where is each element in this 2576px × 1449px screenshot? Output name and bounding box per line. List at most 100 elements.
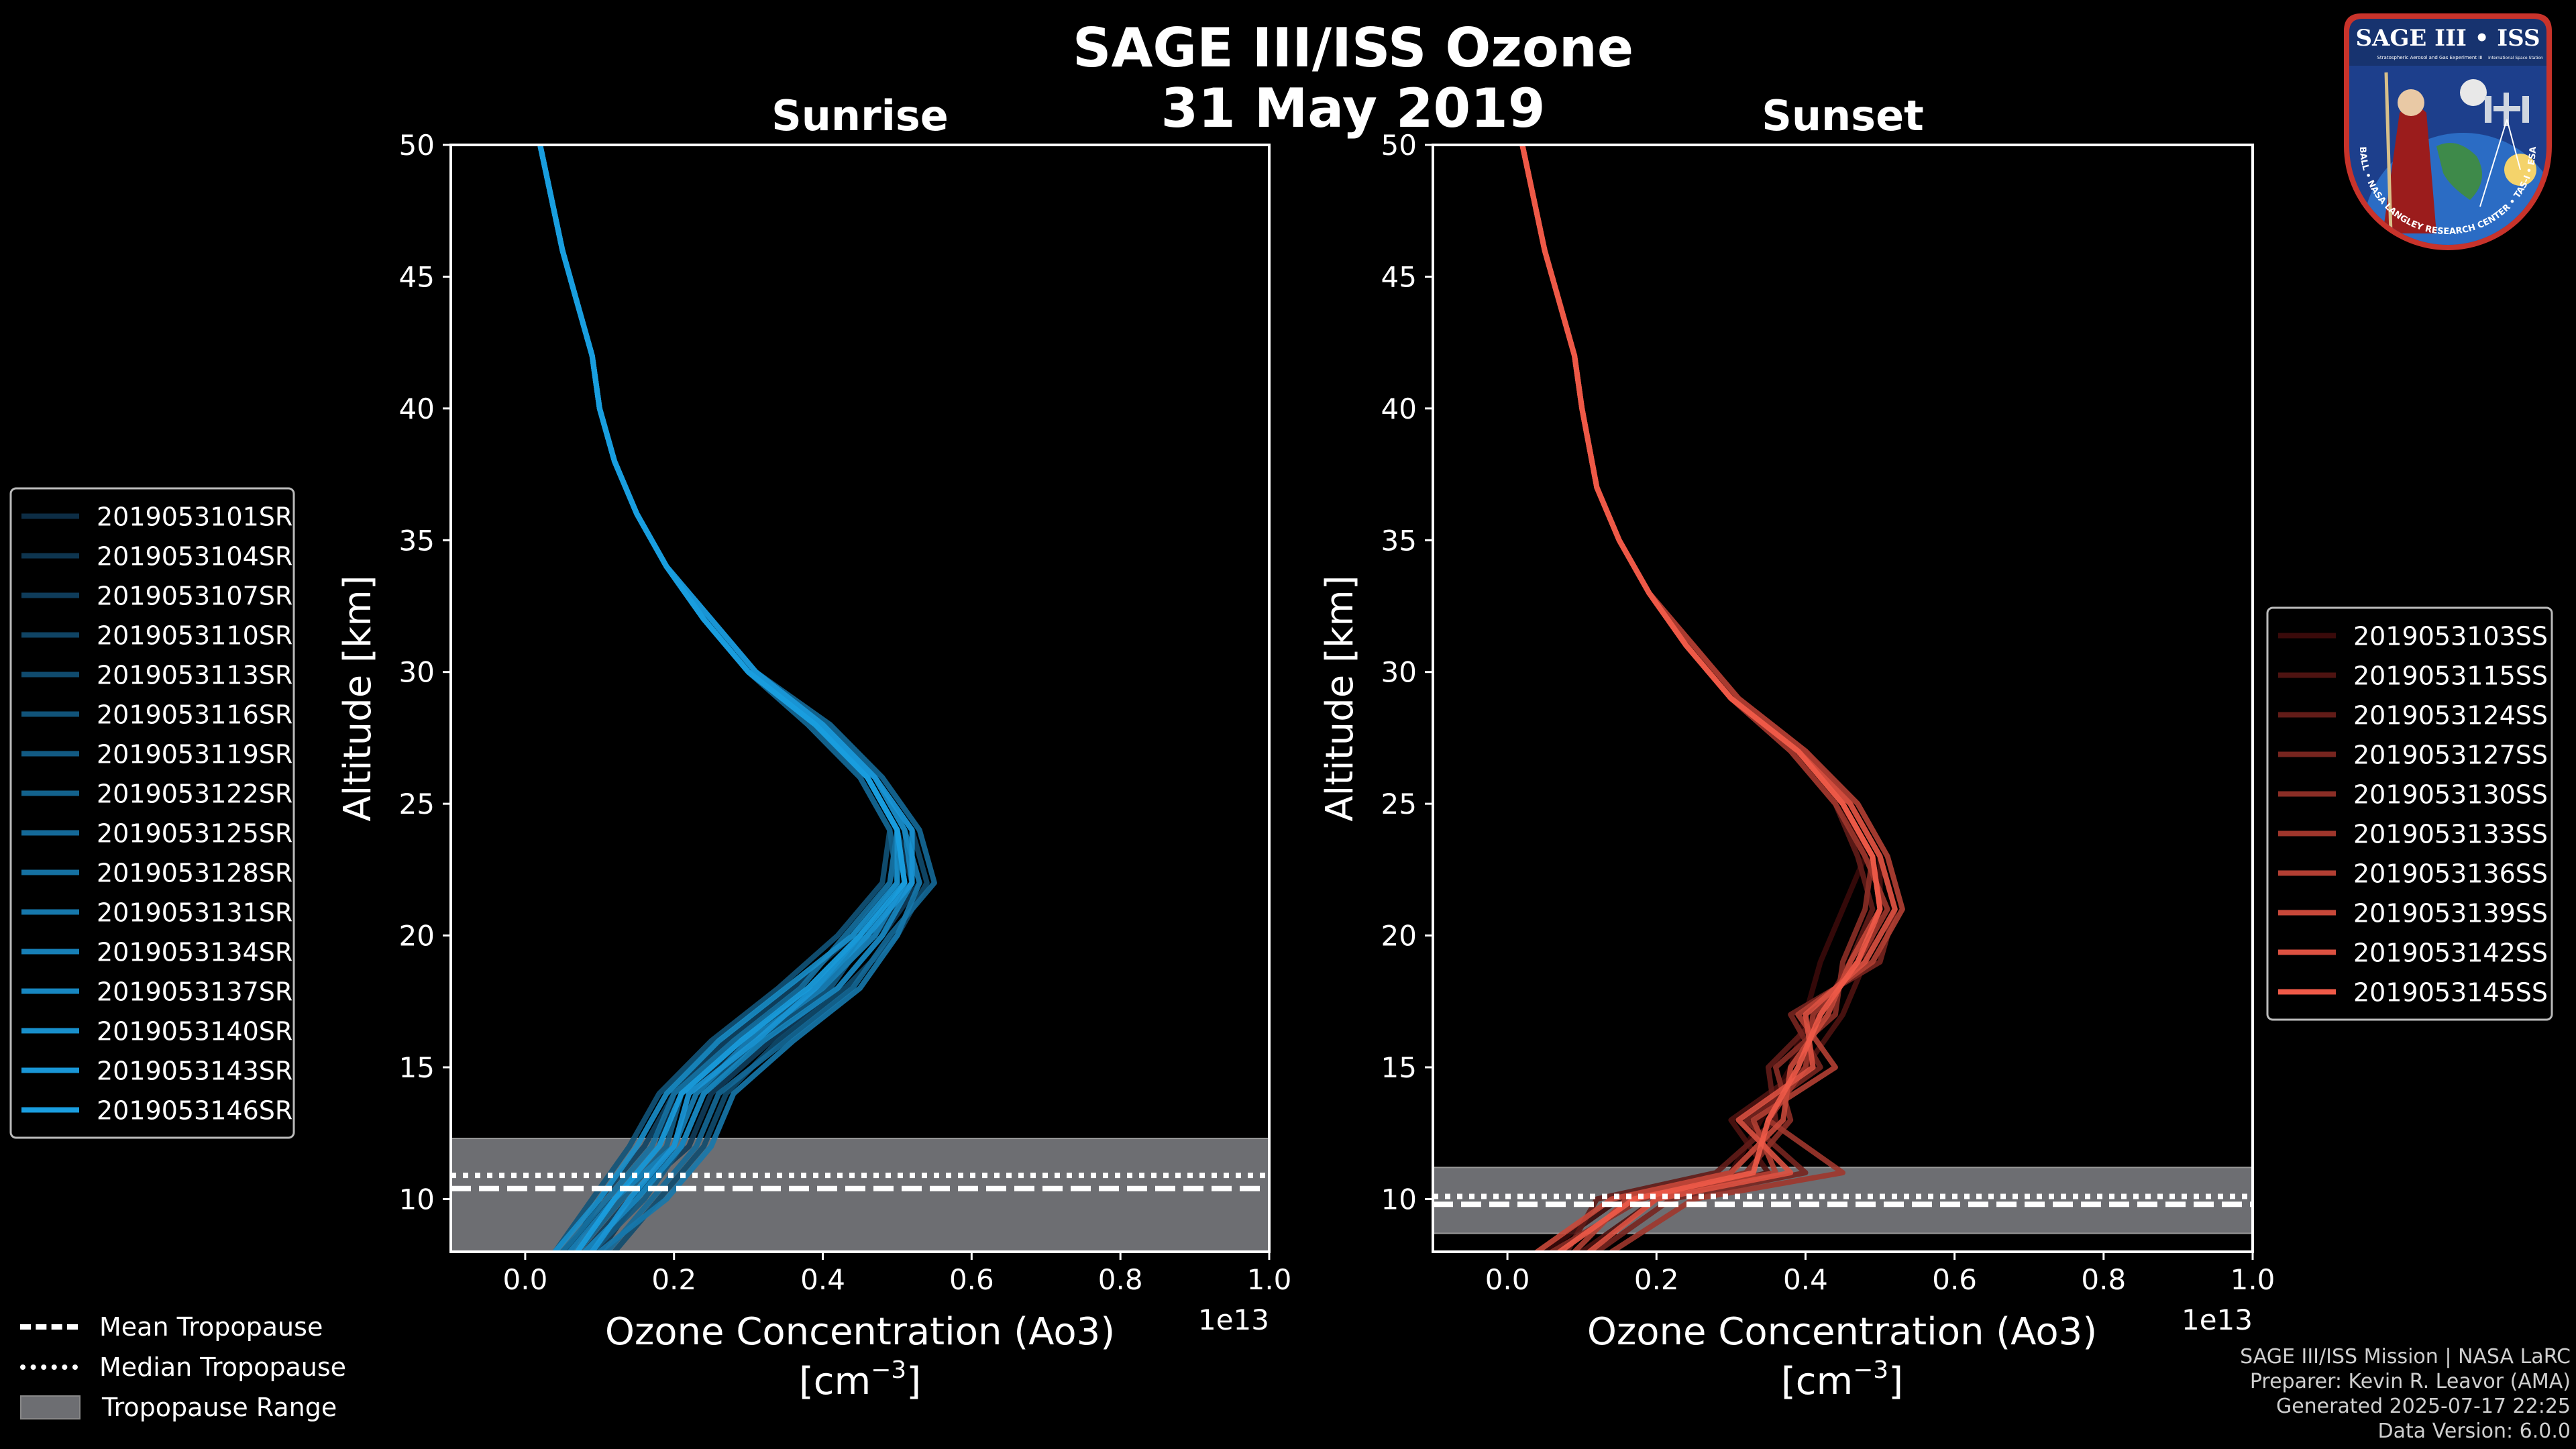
x-tick-label: 0.6 <box>1932 1263 1977 1296</box>
y-tick-label: 45 <box>399 260 435 293</box>
y-tick-label: 20 <box>1381 920 1417 953</box>
x-scale-offset-label: 1e13 <box>2182 1303 2253 1336</box>
legend-tropopause-range: Tropopause Range <box>20 1387 346 1428</box>
legend-mean-tropopause: Mean Tropopause <box>20 1307 346 1347</box>
y-axis-label: Altitude [km] <box>1318 575 1362 821</box>
credit-mission: SAGE III/ISS Mission | NASA LaRC <box>2240 1345 2571 1368</box>
y-tick-label: 10 <box>399 1183 435 1216</box>
legend-entry-label: 2019053128SR <box>97 859 292 888</box>
plot-content <box>1433 145 2253 1252</box>
x-tick-label: 0.4 <box>800 1263 845 1296</box>
y-tick-label: 25 <box>399 788 435 820</box>
line-of-sight <box>2479 119 2508 207</box>
credit-preparer: Preparer: Kevin R. Leavor (AMA) <box>2249 1370 2571 1393</box>
figure-head <box>2398 89 2424 116</box>
y-tick-label: 50 <box>1381 129 1417 162</box>
legend-entry-label: 2019053125SR <box>97 819 292 849</box>
tropopause-range-band <box>1433 1167 2253 1234</box>
dotted-line-swatch <box>20 1364 78 1370</box>
y-tick-label: 35 <box>399 524 435 557</box>
plot-background <box>1433 145 2253 1252</box>
units-exponent: −3 <box>1853 1356 1888 1384</box>
space-station-icon <box>2485 93 2529 126</box>
sun-ray <box>2506 119 2521 170</box>
x-tick-label: 0.8 <box>2081 1263 2126 1296</box>
legend-entry-label: 2019053113SR <box>97 661 292 690</box>
series-legend-box <box>2266 606 2553 1021</box>
y-tick-label: 15 <box>399 1051 435 1084</box>
legend-entry-label: 2019053127SS <box>2353 741 2548 770</box>
legend-entry-label: 2019053110SR <box>97 621 292 651</box>
range-patch-swatch <box>20 1395 80 1419</box>
y-tick-label: 15 <box>1381 1051 1417 1084</box>
logo-subtitle: Stratospheric Aerosol and Gas Experiment… <box>2377 55 2482 60</box>
y-axis-label: Altitude [km] <box>336 575 380 821</box>
legend-entry-label: 2019053115SS <box>2353 661 2548 691</box>
x-axis-label: Ozone Concentration (Ao3) <box>605 1310 1115 1354</box>
legend-entry-label: 2019053116SR <box>97 700 292 730</box>
logo-title: SAGE III • ISS <box>2355 25 2540 52</box>
legend-entry-label: 2019053104SR <box>97 542 292 572</box>
x-scale-offset-label: 1e13 <box>1198 1303 1269 1336</box>
x-tick-label: 1.0 <box>1247 1263 1292 1296</box>
legend-entry-label: 2019053139SS <box>2353 899 2548 928</box>
credit-generated: Generated 2025-07-17 22:25 <box>2275 1395 2571 1418</box>
y-tick-label: 35 <box>1381 524 1417 557</box>
x-tick-label: 0.6 <box>949 1263 994 1296</box>
units-close: ] <box>1888 1360 1903 1403</box>
logo-header-band <box>2349 19 2546 66</box>
legend-entry-label: 2019053122SR <box>97 780 292 809</box>
tropopause-legend: Mean Tropopause Median Tropopause Tropop… <box>20 1307 346 1428</box>
robed-figure <box>2383 106 2436 233</box>
y-tick-label: 40 <box>1381 392 1417 425</box>
continent-shape <box>2436 143 2482 200</box>
units-close: ] <box>906 1360 921 1403</box>
x-tick-label: 1.0 <box>2231 1263 2275 1296</box>
figure-title: SAGE III/ISS Ozone <box>1072 17 1634 79</box>
legend-entry-label: 2019053131SR <box>97 898 292 928</box>
subplot-title: Sunset <box>1762 91 1924 140</box>
legend-entry-label: 2019053133SS <box>2353 820 2548 849</box>
plot-frame <box>1432 144 2254 1253</box>
legend-entry-label: 2019053130SS <box>2353 780 2548 810</box>
legend-entry-label: 2019053137SR <box>97 977 292 1007</box>
sage-iii-iss-logo: SAGE III • ISS Stratospheric Aerosol and… <box>2344 13 2552 250</box>
legend-entry-label: 2019053146SR <box>97 1096 292 1126</box>
legend-entry-label: 2019053142SS <box>2353 938 2548 968</box>
legend-entry-label: 2019053143SR <box>97 1057 292 1086</box>
y-tick-label: 50 <box>399 129 435 162</box>
y-tick-label: 30 <box>1381 656 1417 689</box>
x-tick-label: 0.8 <box>1098 1263 1143 1296</box>
x-axis-label: Ozone Concentration (Ao3) <box>1587 1310 2097 1354</box>
x-tick-label: 0.2 <box>1634 1263 1679 1296</box>
legend-label: Tropopause Range <box>102 1393 337 1422</box>
y-tick-label: 25 <box>1381 788 1417 820</box>
legend-entry-label: 2019053140SR <box>97 1017 292 1046</box>
legend-entry-label: 2019053124SS <box>2353 701 2548 731</box>
figure-date: 31 May 2019 <box>1161 77 1546 140</box>
legend-label: Mean Tropopause <box>99 1312 323 1342</box>
x-tick-label: 0.2 <box>651 1263 696 1296</box>
units-base: [cm <box>799 1360 871 1403</box>
legend-entry-label: 2019053101SR <box>97 502 292 532</box>
plot-frame <box>449 144 1271 1253</box>
x-tick-label: 0.0 <box>1485 1263 1530 1296</box>
series-legend-box <box>9 487 295 1139</box>
x-tick-label: 0.4 <box>1783 1263 1828 1296</box>
credit-data-version: Data Version: 6.0.0 <box>2377 1419 2571 1443</box>
y-tick-label: 30 <box>399 656 435 689</box>
y-tick-label: 10 <box>1381 1183 1417 1216</box>
legend-entry-label: 2019053107SR <box>97 582 292 611</box>
y-tick-label: 20 <box>399 920 435 953</box>
units-base: [cm <box>1781 1360 1853 1403</box>
legend-label: Median Tropopause <box>99 1352 346 1382</box>
x-tick-label: 0.0 <box>503 1263 548 1296</box>
legend-entry-label: 2019053103SS <box>2353 622 2548 651</box>
legend-entry-label: 2019053119SR <box>97 740 292 769</box>
legend-entry-label: 2019053145SS <box>2353 978 2548 1008</box>
x-axis-units: [cm−3] <box>1781 1356 1903 1403</box>
dashed-line-swatch <box>20 1324 78 1330</box>
